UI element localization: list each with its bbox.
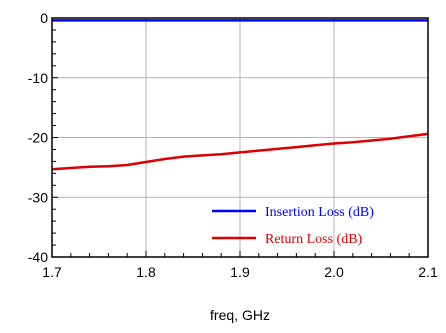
legend-label-return-loss: Return Loss (dB) <box>265 232 363 247</box>
x-tick-label: 2.0 <box>324 264 344 280</box>
x-tick-label: 1.8 <box>136 264 156 280</box>
y-tick-label: -10 <box>28 70 48 86</box>
x-axis-title: freq, GHz <box>210 307 270 323</box>
y-tick-label: -20 <box>28 130 48 146</box>
x-tick-label: 2.1 <box>418 264 438 280</box>
tick-layer: 0 -10 -20 -30 -401.7 1.8 1.9 2.0 2.1 <box>28 10 438 280</box>
legend-label-insertion-loss: Insertion Loss (dB) <box>265 205 374 220</box>
x-tick-label: 1.9 <box>230 264 250 280</box>
series-layer <box>51 19 429 171</box>
y-tick-label: -40 <box>28 249 48 265</box>
x-tick-label: 1.7 <box>42 264 62 280</box>
legend: Insertion Loss (dB) Return Loss (dB) <box>212 205 374 247</box>
grid-layer <box>52 18 428 257</box>
y-tick-label: 0 <box>40 10 48 26</box>
y-tick-label: -30 <box>28 189 48 205</box>
series-line-1 <box>51 132 429 171</box>
